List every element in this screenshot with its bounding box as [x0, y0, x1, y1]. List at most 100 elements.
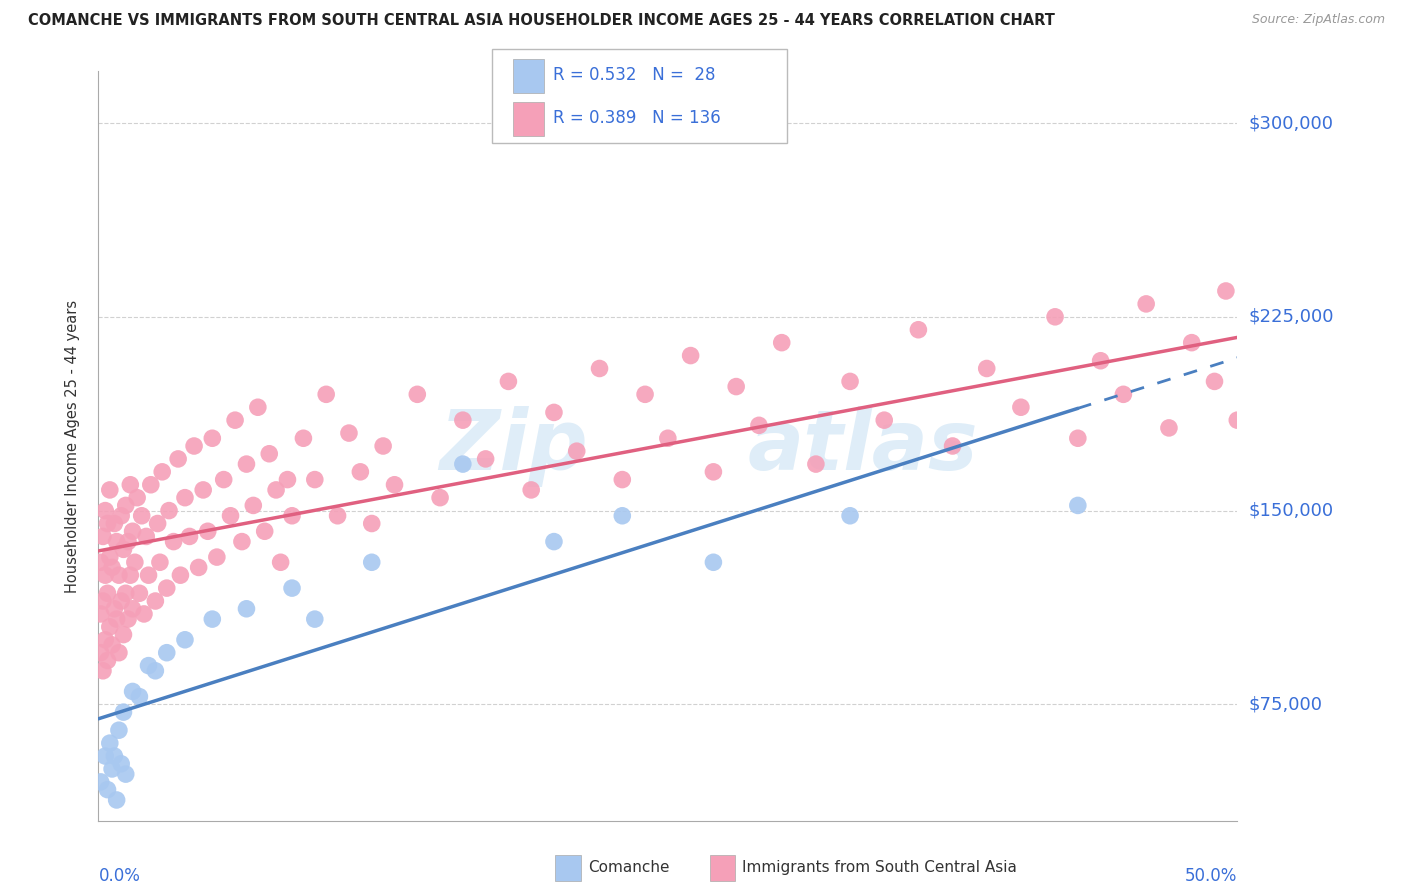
Point — [121, 601, 143, 615]
Point — [612, 508, 634, 523]
Point — [98, 550, 121, 565]
Point — [384, 477, 406, 491]
Point — [138, 658, 160, 673]
Point — [120, 477, 142, 491]
Point — [276, 473, 298, 487]
Point — [169, 568, 191, 582]
Point — [264, 483, 287, 497]
Point — [253, 524, 276, 539]
Point — [105, 793, 128, 807]
Point — [103, 601, 125, 615]
Point — [212, 473, 235, 487]
Point — [156, 581, 179, 595]
Point — [96, 586, 118, 600]
Point — [174, 632, 197, 647]
Point — [201, 612, 224, 626]
Point — [907, 323, 929, 337]
Text: Immigrants from South Central Asia: Immigrants from South Central Asia — [742, 861, 1018, 875]
Point — [174, 491, 197, 505]
Point — [520, 483, 543, 497]
Point — [281, 508, 304, 523]
Point — [135, 529, 157, 543]
Point — [498, 375, 520, 389]
Point — [429, 491, 451, 505]
Point — [90, 646, 112, 660]
Point — [145, 594, 167, 608]
Point — [231, 534, 253, 549]
Point — [91, 529, 114, 543]
Point — [98, 620, 121, 634]
Point — [112, 627, 135, 641]
Point — [193, 483, 215, 497]
Point — [101, 560, 124, 574]
Point — [110, 508, 132, 523]
Point — [1067, 499, 1090, 513]
Point — [128, 586, 150, 600]
Point — [360, 555, 382, 569]
Point — [748, 418, 770, 433]
Point — [235, 601, 257, 615]
Point — [474, 451, 496, 466]
Point — [131, 508, 153, 523]
Point — [117, 612, 139, 626]
Point — [1181, 335, 1204, 350]
Point — [90, 775, 112, 789]
Point — [235, 457, 257, 471]
Text: Comanche: Comanche — [588, 861, 669, 875]
Point — [110, 594, 132, 608]
Point — [108, 723, 131, 738]
Text: R = 0.389   N = 136: R = 0.389 N = 136 — [553, 109, 720, 127]
Point — [105, 612, 128, 626]
Point — [96, 653, 118, 667]
Point — [138, 568, 160, 582]
Point — [612, 473, 634, 487]
Text: Source: ZipAtlas.com: Source: ZipAtlas.com — [1251, 13, 1385, 27]
Point — [770, 335, 793, 350]
Point — [337, 426, 360, 441]
Point — [588, 361, 610, 376]
Point — [242, 499, 264, 513]
Point — [114, 767, 136, 781]
Point — [634, 387, 657, 401]
Text: atlas: atlas — [748, 406, 979, 486]
Point — [1204, 375, 1226, 389]
Point — [942, 439, 965, 453]
Point — [543, 405, 565, 419]
Point — [146, 516, 169, 531]
Point — [110, 756, 132, 771]
Point — [91, 594, 114, 608]
Point — [804, 457, 827, 471]
Point — [90, 555, 112, 569]
Point — [270, 555, 292, 569]
Point — [725, 379, 748, 393]
Point — [360, 516, 382, 531]
Point — [121, 684, 143, 698]
Point — [108, 646, 131, 660]
Point — [1043, 310, 1066, 324]
Point — [94, 632, 117, 647]
Point — [145, 664, 167, 678]
Point — [128, 690, 150, 704]
Point — [451, 413, 474, 427]
Text: 50.0%: 50.0% — [1185, 867, 1237, 885]
Y-axis label: Householder Income Ages 25 - 44 years: Householder Income Ages 25 - 44 years — [65, 300, 80, 592]
Text: $75,000: $75,000 — [1249, 696, 1323, 714]
Text: Zip: Zip — [440, 406, 588, 486]
Point — [543, 534, 565, 549]
Point — [98, 483, 121, 497]
Point — [114, 499, 136, 513]
Point — [139, 477, 162, 491]
Point — [976, 361, 998, 376]
Text: COMANCHE VS IMMIGRANTS FROM SOUTH CENTRAL ASIA HOUSEHOLDER INCOME AGES 25 - 44 Y: COMANCHE VS IMMIGRANTS FROM SOUTH CENTRA… — [28, 13, 1054, 29]
Text: 0.0%: 0.0% — [98, 867, 141, 885]
Point — [156, 646, 179, 660]
Point — [259, 447, 281, 461]
Point — [114, 586, 136, 600]
Point — [281, 581, 304, 595]
Point — [1135, 297, 1157, 311]
Point — [839, 508, 862, 523]
Point — [162, 534, 184, 549]
Point — [1010, 401, 1032, 415]
Point — [94, 568, 117, 582]
Point — [292, 431, 315, 445]
